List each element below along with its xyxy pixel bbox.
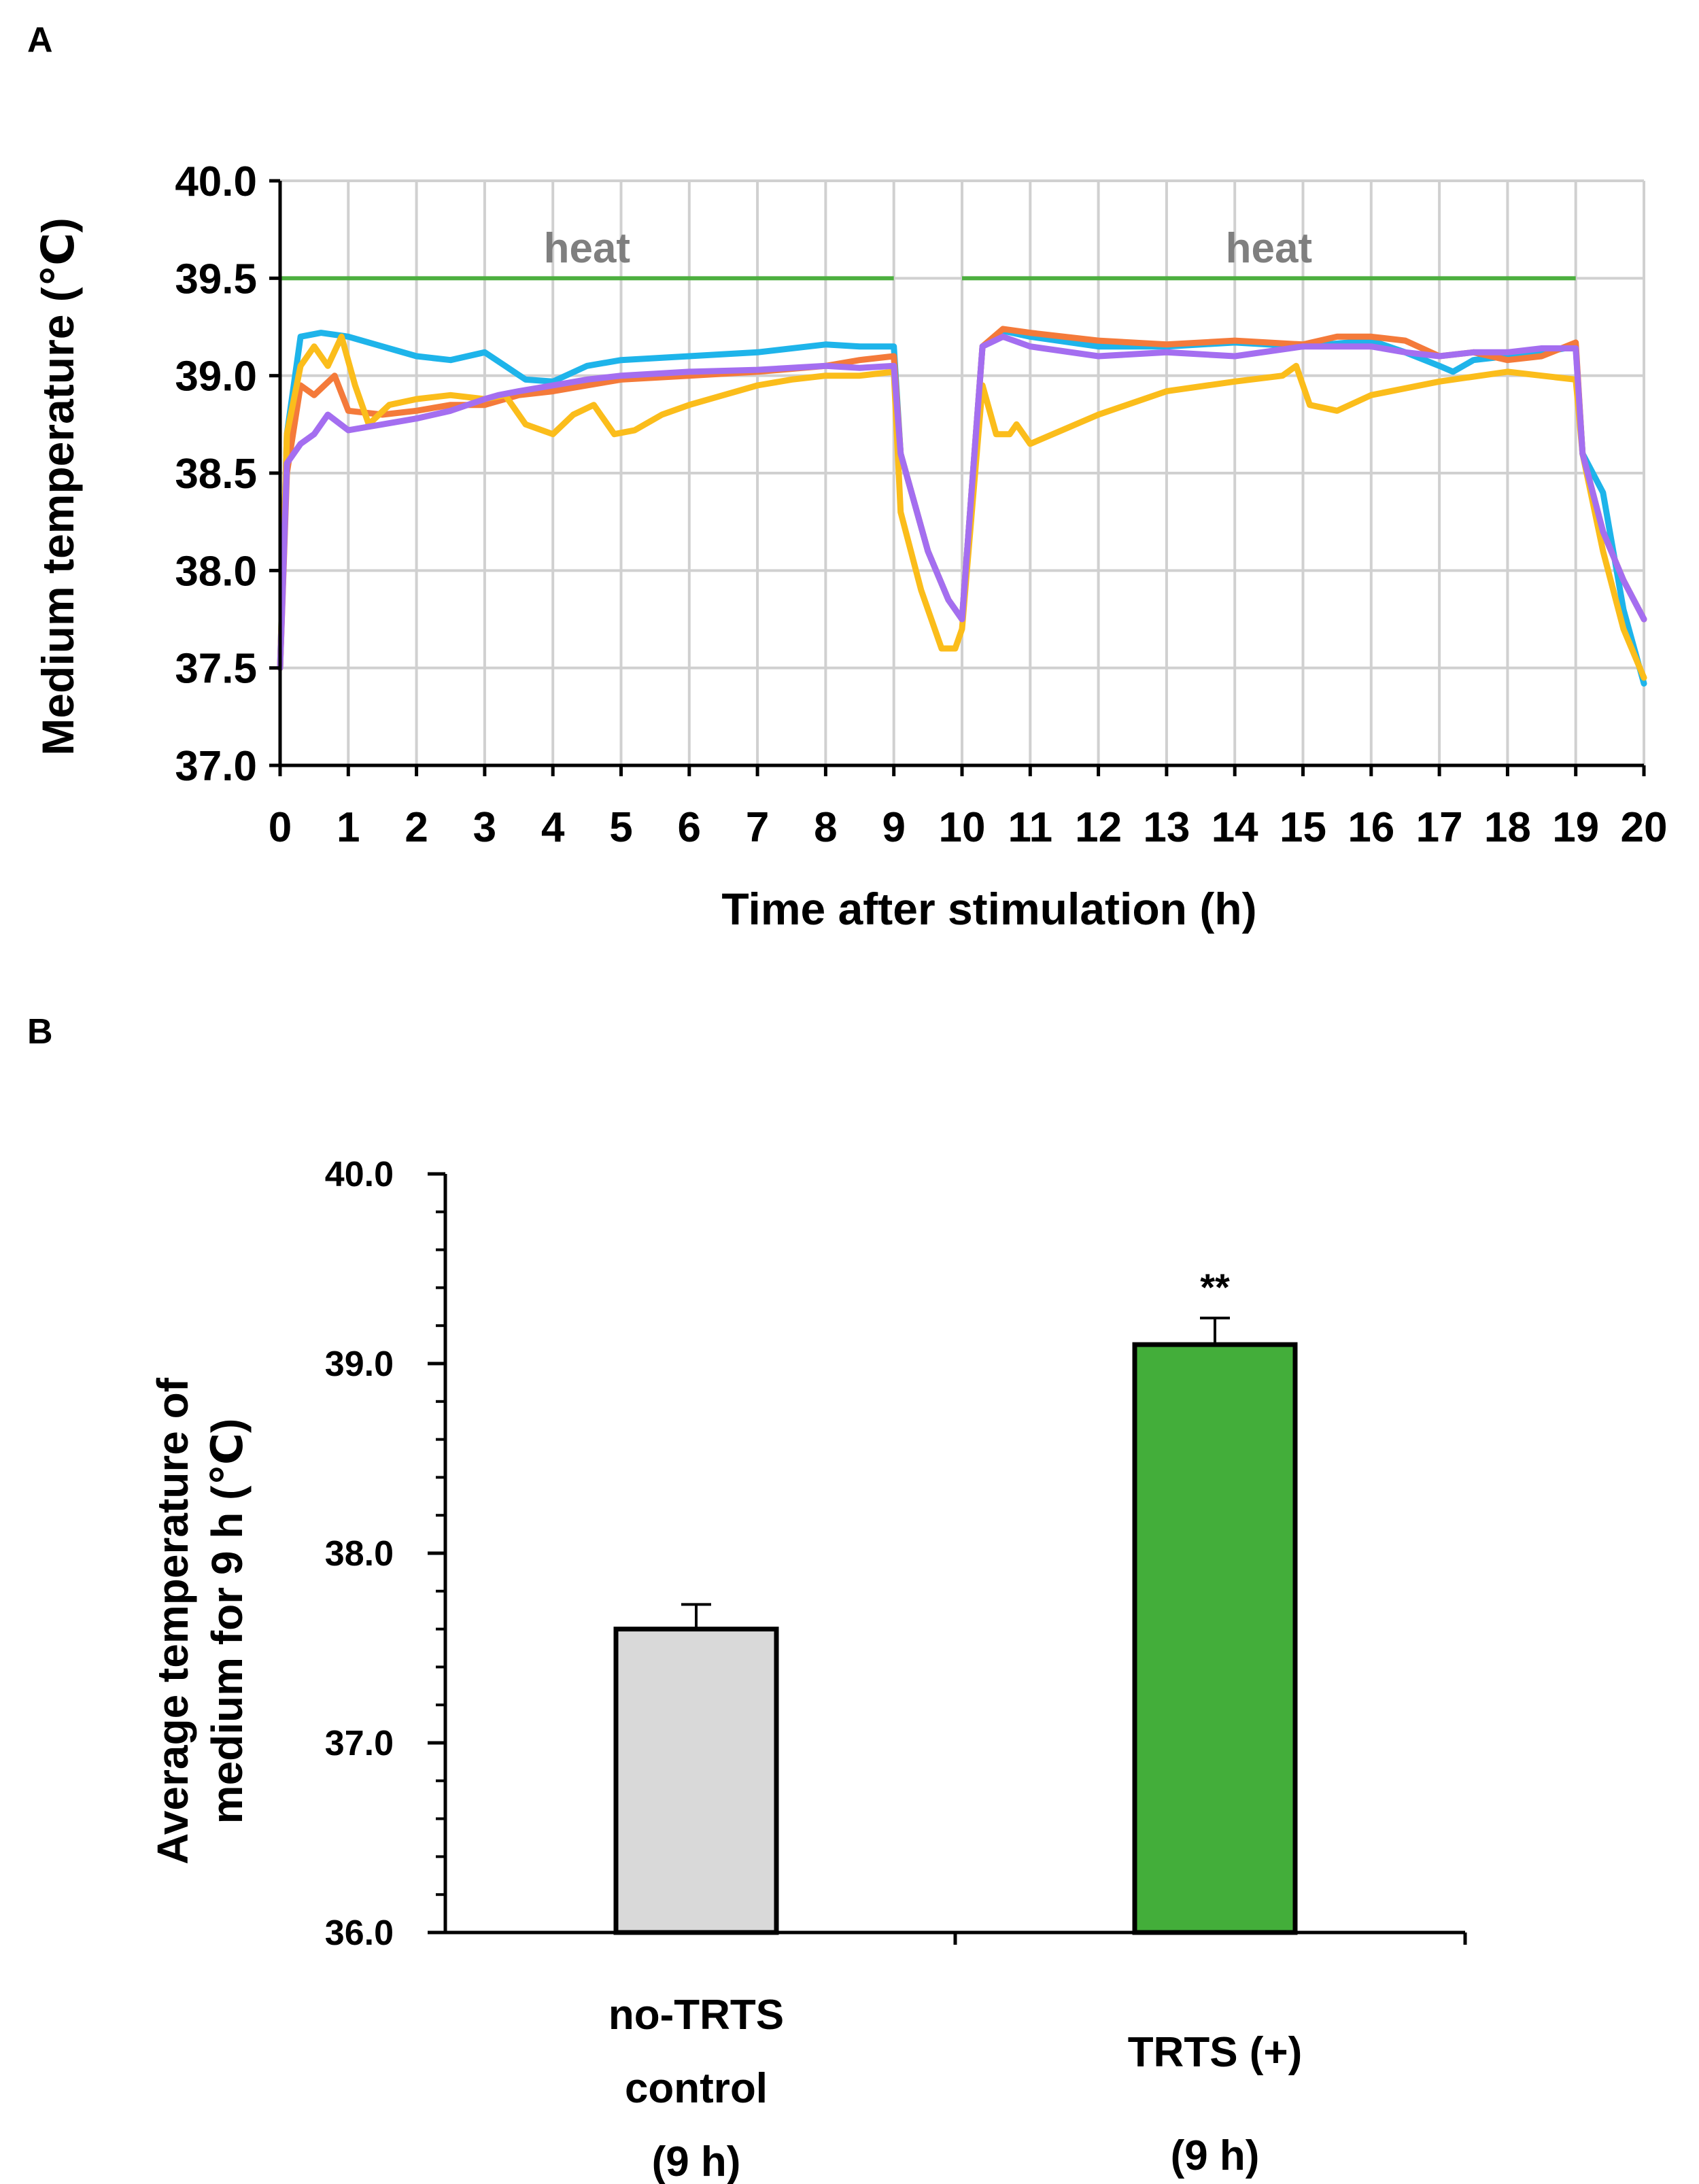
x-tick-label: 5 [609,804,632,851]
x-tick-label: 10 [939,804,986,851]
category-label: (9 h) [1171,2132,1260,2179]
x-tick-label: 2 [405,804,428,851]
bar-1 [613,1627,779,1935]
y-tick-label: 38.0 [325,1534,394,1574]
x-tick-label: 11 [1008,804,1053,851]
y-tick-label: 39.5 [175,256,257,302]
x-tick-label: 0 [269,804,292,851]
category-label: TRTS (+) [1128,2029,1303,2076]
bar-2 [1132,1342,1298,1935]
y-tick-label: 39.0 [175,353,257,400]
y-axis-title: Medium temperature (℃) [33,218,83,755]
category-label: (9 h) [652,2138,741,2184]
x-tick-label: 1 [337,804,360,851]
category-label: no-TRTS [608,1992,784,2039]
series-line-purple [277,333,1647,672]
y-tick-label: 37.5 [175,646,257,693]
significance-marker: ** [1200,1266,1230,1308]
x-tick-label: 18 [1484,804,1531,851]
y-axis-title-line: medium for 9 h (℃) [203,1419,252,1824]
y-tick-label: 40.0 [175,158,257,205]
panel-label-a: A [27,20,53,60]
y-axis-title-line: Average temperature of [148,1377,197,1865]
y-tick-label: 38.0 [175,548,257,595]
y-tick-label: 40.0 [325,1155,394,1194]
y-tick-label: 37.0 [325,1724,394,1763]
x-tick-label: 8 [814,804,837,851]
heat-label: heat [544,225,630,272]
y-tick-label: 38.5 [175,451,257,498]
x-tick-label: 13 [1143,804,1190,851]
x-tick-label: 6 [678,804,701,851]
y-tick-label: 37.0 [175,743,257,790]
x-tick-label: 19 [1552,804,1599,851]
x-tick-label: 3 [473,804,496,851]
x-tick-label: 17 [1416,804,1463,851]
panel-label-b: B [27,1012,53,1052]
x-tick-label: 12 [1075,804,1122,851]
y-tick-label: 36.0 [325,1913,394,1953]
x-tick-label: 16 [1348,804,1394,851]
x-tick-label: 20 [1621,804,1668,851]
category-label: control [625,2065,768,2112]
heat-label: heat [1226,225,1312,272]
x-tick-label: 7 [746,804,769,851]
x-tick-label: 4 [541,804,565,851]
y-tick-label: 39.0 [325,1345,394,1384]
x-axis-title: Time after stimulation (h) [721,884,1256,934]
x-tick-label: 14 [1212,804,1258,851]
x-tick-label: 15 [1280,804,1326,851]
chart-b-bar: 36.0 37.0 38.0 39.0 40.0 no-TRTS control (9 h) *… [148,1155,1467,2184]
x-tick-label: 9 [882,804,905,851]
